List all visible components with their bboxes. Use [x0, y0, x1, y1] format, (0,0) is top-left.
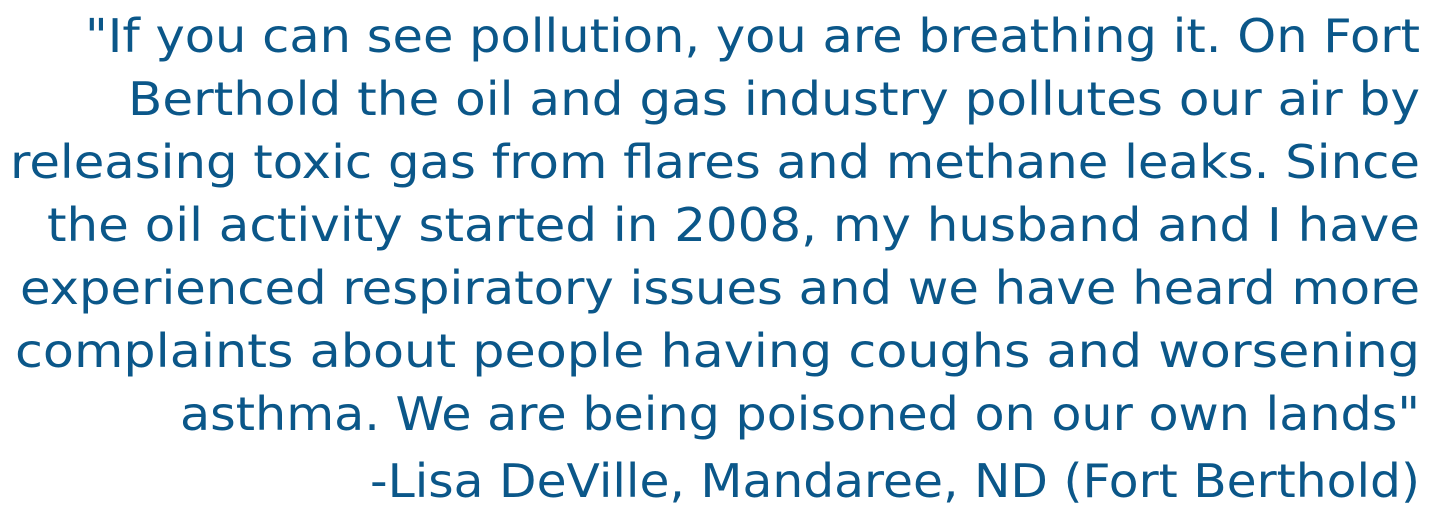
- quote-line: the oil activity started in 2008, my hus…: [47, 198, 1420, 252]
- quote-line: asthma. We are being poisoned on our own…: [180, 387, 1420, 441]
- quote-line: complaints about people having coughs an…: [15, 324, 1420, 378]
- attribution: -Lisa DeVille, Mandaree, ND (Fort Bertho…: [370, 454, 1420, 508]
- quote-line: releasing toxic gas from flares and meth…: [10, 135, 1420, 189]
- quote-line: "If you can see pollution, you are breat…: [85, 9, 1420, 63]
- quote-line: Berthold the oil and gas industry pollut…: [128, 72, 1420, 126]
- quote-line: experienced respiratory issues and we ha…: [20, 261, 1420, 315]
